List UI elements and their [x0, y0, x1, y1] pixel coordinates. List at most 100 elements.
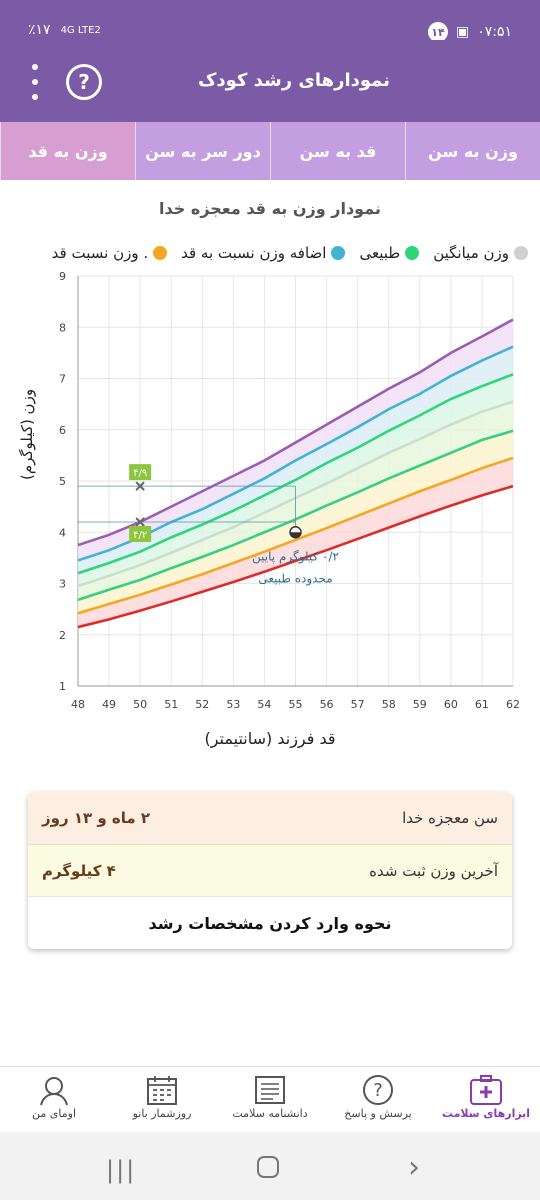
- nav-encyclopedia[interactable]: دانشنامه سلامت: [216, 1067, 324, 1132]
- svg-text:?: ?: [373, 1080, 383, 1101]
- help-icon[interactable]: ?: [66, 64, 102, 100]
- y-tick-label: 1: [59, 680, 66, 693]
- x-axis-label: قد فرزند (سانتیمتر): [204, 729, 336, 748]
- notification-badge: ۱۴: [427, 22, 448, 42]
- x-tick-label: 48: [71, 698, 85, 711]
- x-tick-label: 59: [413, 698, 427, 711]
- x-tick-label: 54: [257, 698, 271, 711]
- growth-chart: 48 49 50 51 52 53 54 55 56 57 58 59 60 61 62123456789۴…: [59, 270, 520, 711]
- chart-tabs: وزن به سن قد به سن دور سر به سن وزن به ق…: [0, 122, 540, 180]
- x-tick-label: 61: [475, 698, 489, 711]
- tab-weight-height[interactable]: وزن به قد: [0, 122, 135, 180]
- x-tick-label: 55: [289, 698, 303, 711]
- x-tick-label: 51: [164, 698, 178, 711]
- recents-icon[interactable]: |||: [106, 1156, 137, 1184]
- app-bar: ? نمودارهای رشد کودک: [0, 40, 540, 122]
- info-card: سن معجزه خدا ۲ ماه و ۱۳ روز آخرین وزن ثب…: [28, 792, 512, 949]
- legend-item-normal: طبیعی: [359, 244, 420, 262]
- more-menu-icon[interactable]: [22, 64, 48, 100]
- annotation-line-1: ۰/۲ کیلوگرم پایین: [252, 549, 339, 564]
- legend-dot: [405, 246, 420, 260]
- calendar-icon: [144, 1073, 180, 1107]
- x-tick-label: 53: [226, 698, 240, 711]
- legend-dot: [153, 246, 168, 260]
- legend-label: طبیعی: [359, 244, 401, 262]
- nav-profile[interactable]: اومای من: [0, 1067, 108, 1132]
- point-label: ۴/۹: [133, 468, 147, 479]
- series-line: [77, 456, 514, 615]
- y-tick-label: 7: [59, 373, 66, 386]
- chart-title: نمودار وزن به قد معجزه خدا: [159, 199, 381, 218]
- age-row: سن معجزه خدا ۲ ماه و ۱۳ روز: [28, 792, 512, 844]
- x-tick-label: 62: [506, 698, 520, 711]
- x-tick-label: 56: [320, 698, 334, 711]
- weight-value: ۴ کیلوگرم: [42, 861, 116, 880]
- tab-head-age[interactable]: دور سر به سن: [135, 122, 270, 180]
- current-point-fill: [290, 532, 301, 538]
- y-tick-label: 4: [59, 526, 66, 539]
- series-line: [77, 318, 514, 547]
- page-title: نمودارهای رشد کودک: [197, 70, 390, 91]
- question-icon: ?: [360, 1073, 396, 1107]
- x-tick-label: 52: [195, 698, 209, 711]
- weight-label: آخرین وزن ثبت شده: [369, 861, 498, 880]
- avatar-icon: [36, 1073, 72, 1107]
- x-tick-label: 50: [133, 698, 147, 711]
- series-line: [77, 484, 514, 629]
- nav-label: دانشنامه سلامت: [232, 1107, 308, 1120]
- y-tick-label: 2: [59, 629, 66, 642]
- point-label: ۴/۲: [133, 530, 147, 541]
- nav-label: ابزارهای سلامت: [441, 1107, 531, 1120]
- chart-band: [78, 457, 513, 628]
- legend-item-underweight: . وزن نسبت قد: [51, 244, 168, 262]
- y-tick-label: 8: [59, 321, 66, 334]
- age-label: سن معجزه خدا: [402, 809, 498, 827]
- newspaper-icon: [252, 1073, 288, 1107]
- x-tick-label: 57: [351, 698, 365, 711]
- y-tick-label: 5: [59, 475, 66, 488]
- x-tick-label: 49: [102, 698, 116, 711]
- weight-row: آخرین وزن ثبت شده ۴ کیلوگرم: [28, 844, 512, 896]
- chart-legend: وزن میانگین طبیعی اضافه وزن نسبت به قد .…: [52, 244, 528, 262]
- battery-level: ٪۱۷: [28, 22, 51, 38]
- status-right: ۱۴ ▣ ۰۷:۵۱: [427, 22, 512, 42]
- legend-item-average: وزن میانگین: [433, 244, 528, 262]
- x-tick-label: 60: [444, 698, 458, 711]
- point-marker: [135, 517, 145, 527]
- nav-health-tools[interactable]: ابزارهای سلامت: [432, 1067, 540, 1132]
- nav-calendar[interactable]: روزشمار بانو: [108, 1067, 216, 1132]
- point-marker: [135, 481, 145, 491]
- legend-dot: [331, 246, 346, 260]
- tab-height-age[interactable]: قد به سن: [270, 122, 405, 180]
- nav-label: اومای من: [32, 1107, 76, 1120]
- back-icon[interactable]: ›: [408, 1150, 420, 1185]
- system-nav-bar: ||| ›: [0, 1132, 540, 1200]
- y-tick-label: 6: [59, 424, 66, 437]
- y-tick-label: 9: [59, 270, 66, 283]
- nav-label: پرسش و پاسخ: [344, 1107, 412, 1120]
- legend-item-overweight: اضافه وزن نسبت به قد: [181, 244, 346, 262]
- legend-label: . وزن نسبت قد: [51, 244, 149, 262]
- network-type: 4G LTE2: [60, 24, 101, 36]
- medical-kit-icon: [468, 1073, 504, 1107]
- legend-dot: [514, 246, 528, 260]
- guide-button[interactable]: نحوه وارد کردن مشخصات رشد: [28, 896, 512, 949]
- tab-weight-age[interactable]: وزن به سن: [405, 122, 540, 180]
- nav-label: روزشمار بانو: [132, 1107, 192, 1120]
- legend-label: وزن میانگین: [433, 244, 509, 262]
- x-tick-label: 58: [382, 698, 396, 711]
- series-line: [77, 373, 514, 575]
- point-label-box: [129, 526, 152, 542]
- status-left: ٪۱۷ 4G LTE2: [28, 22, 101, 38]
- y-axis-label: وزن (کیلوگرم): [18, 388, 36, 480]
- annotation-line-2: محدوده طبیعی: [258, 571, 332, 586]
- age-value: ۲ ماه و ۱۳ روز: [42, 809, 151, 827]
- nav-qa[interactable]: ? پرسش و پاسخ: [324, 1067, 432, 1132]
- bottom-nav: ابزارهای سلامت ? پرسش و پاسخ دانشنامه سل…: [0, 1066, 540, 1132]
- gallery-icon: ▣: [455, 24, 470, 40]
- clock: ۰۷:۵۱: [477, 24, 512, 40]
- point-label-box: [129, 464, 152, 481]
- legend-label: اضافه وزن نسبت به قد: [181, 244, 327, 262]
- y-tick-label: 3: [59, 578, 66, 591]
- home-icon[interactable]: [257, 1156, 279, 1178]
